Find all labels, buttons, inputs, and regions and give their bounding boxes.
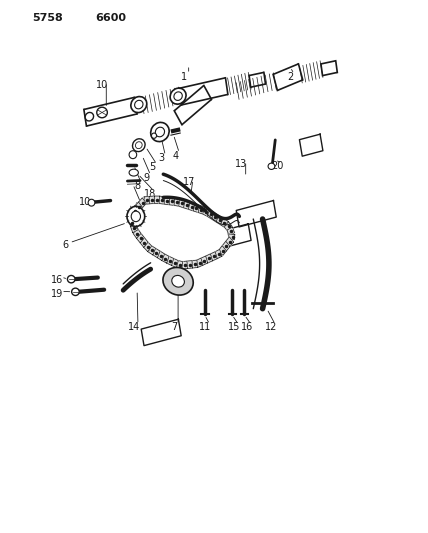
Polygon shape [167,256,174,265]
Polygon shape [153,248,160,258]
Text: 17: 17 [182,177,195,187]
Polygon shape [137,233,144,243]
Polygon shape [187,261,193,269]
Text: 5: 5 [150,163,156,172]
Polygon shape [184,200,190,209]
Polygon shape [211,252,217,261]
Text: 13: 13 [235,159,247,168]
Text: 8: 8 [134,181,140,191]
Polygon shape [219,246,226,255]
Text: 10: 10 [96,79,108,90]
Polygon shape [149,196,155,204]
Text: 15: 15 [228,322,241,332]
Polygon shape [226,237,234,246]
Polygon shape [144,242,152,252]
Polygon shape [174,198,180,206]
Ellipse shape [174,92,182,100]
Ellipse shape [163,268,193,295]
Text: 18: 18 [144,189,156,199]
Polygon shape [164,197,169,205]
Ellipse shape [268,163,275,169]
Polygon shape [131,224,138,233]
Text: 7: 7 [171,322,177,332]
Text: 8: 8 [134,202,140,212]
Polygon shape [216,215,223,225]
Polygon shape [182,261,187,269]
Ellipse shape [127,206,145,227]
Ellipse shape [85,112,94,121]
Polygon shape [135,202,143,212]
Polygon shape [215,249,222,259]
Ellipse shape [131,96,147,112]
Ellipse shape [135,100,143,109]
Polygon shape [207,209,214,219]
Text: 16: 16 [51,274,63,285]
Text: 5758: 5758 [33,13,63,23]
Ellipse shape [71,288,79,295]
Ellipse shape [129,169,138,176]
Polygon shape [229,234,235,240]
Polygon shape [133,229,141,238]
Text: 14: 14 [128,322,140,332]
Polygon shape [193,204,199,213]
Polygon shape [178,199,185,208]
Text: 6600: 6600 [96,13,127,23]
Ellipse shape [170,88,186,104]
Ellipse shape [68,276,75,283]
Polygon shape [129,213,137,221]
Text: 3: 3 [158,154,164,164]
Polygon shape [144,197,149,204]
Polygon shape [192,260,197,268]
Polygon shape [129,219,136,227]
Polygon shape [139,198,146,207]
Text: 2: 2 [287,71,293,82]
Polygon shape [149,246,155,255]
Polygon shape [188,202,195,211]
Polygon shape [159,196,165,204]
Polygon shape [196,258,203,267]
Polygon shape [172,259,178,268]
Polygon shape [220,218,228,228]
Ellipse shape [155,127,164,137]
Ellipse shape [88,199,95,206]
Ellipse shape [172,276,184,287]
Polygon shape [201,256,208,265]
Text: 1: 1 [181,71,187,82]
Polygon shape [198,205,205,214]
Polygon shape [202,207,210,216]
Ellipse shape [131,211,140,222]
Polygon shape [155,196,159,204]
Polygon shape [169,197,175,205]
Text: 12: 12 [265,322,277,332]
Text: 9: 9 [143,173,149,183]
Text: 11: 11 [199,322,212,332]
Ellipse shape [97,107,107,118]
Polygon shape [224,222,232,231]
Polygon shape [177,261,183,269]
Polygon shape [162,254,169,263]
Text: 4: 4 [172,151,178,161]
Ellipse shape [151,123,169,142]
Polygon shape [131,207,139,216]
Polygon shape [158,251,164,261]
Text: 19: 19 [51,289,63,299]
Ellipse shape [135,142,142,149]
Text: 20: 20 [271,161,284,171]
Polygon shape [222,241,230,251]
Ellipse shape [133,139,145,151]
Text: 6: 6 [62,240,68,251]
Text: 10: 10 [79,197,91,207]
Polygon shape [227,227,235,236]
Ellipse shape [152,133,157,139]
Polygon shape [140,238,148,247]
Text: 16: 16 [241,322,253,332]
Polygon shape [206,254,212,263]
Polygon shape [211,213,219,222]
Ellipse shape [129,151,137,159]
